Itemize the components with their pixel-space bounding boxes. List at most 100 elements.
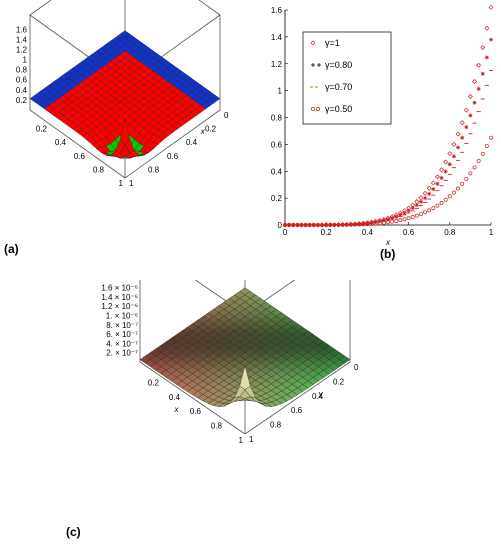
x-tick-label: 0.4 xyxy=(362,228,374,237)
y-tick-label: 0 xyxy=(278,221,283,230)
y-tick-label: 0.6 xyxy=(291,406,303,415)
data-point xyxy=(353,222,357,227)
data-point xyxy=(414,203,419,208)
z-tick-label: 8. × 10⁻⁷ xyxy=(106,321,138,330)
data-point xyxy=(443,197,448,202)
data-point xyxy=(299,223,304,227)
data-point xyxy=(463,107,469,113)
data-point xyxy=(377,221,382,226)
x-tick-label: 0.2 xyxy=(148,378,160,387)
data-point xyxy=(476,62,482,68)
panel-a-label: (a) xyxy=(4,242,19,256)
x-tick-label: 1 xyxy=(489,228,494,237)
data-point xyxy=(489,135,493,140)
data-point xyxy=(484,144,489,148)
z-tick-label: 0.6 xyxy=(16,76,28,85)
data-point xyxy=(464,125,469,130)
data-point xyxy=(361,222,366,227)
y-tick-label: 0.8 xyxy=(270,421,282,430)
x-tick-label: 0.8 xyxy=(148,165,160,174)
data-point xyxy=(447,151,453,157)
data-point xyxy=(468,171,473,176)
data-point xyxy=(476,158,481,163)
y-tick-label: 0.2 xyxy=(333,377,345,386)
data-point xyxy=(484,55,489,60)
data-point xyxy=(455,131,461,137)
data-point xyxy=(406,216,411,221)
x-tick-label: 0.6 xyxy=(190,407,202,416)
y-tick-label: 0 xyxy=(354,363,359,372)
legend-label: γ=0.50 xyxy=(325,104,352,114)
y-tick-label: 1 xyxy=(249,435,254,444)
data-point xyxy=(381,218,386,223)
x-tick-label: 1 xyxy=(239,436,244,445)
z-tick-label: 1 xyxy=(23,56,28,65)
data-point xyxy=(435,203,440,208)
y-tick-label: 1.2 xyxy=(271,60,283,69)
data-point xyxy=(369,221,374,226)
z-tick-label: 1.2 × 10⁻⁶ xyxy=(101,302,138,311)
data-point xyxy=(427,208,432,213)
data-point xyxy=(418,195,424,201)
z-tick-label: 1.4 xyxy=(16,35,28,44)
data-point xyxy=(377,219,382,224)
z-tick-label: 6. × 10⁻⁷ xyxy=(106,330,138,339)
data-point xyxy=(291,223,296,227)
y-tick-label: 0.6 xyxy=(271,140,283,149)
data-point xyxy=(357,222,362,227)
legend-box xyxy=(302,31,392,125)
x-axis-label: x xyxy=(200,127,206,136)
box-edge xyxy=(198,0,221,16)
y-tick-label: 0.4 xyxy=(312,392,324,401)
data-point xyxy=(488,4,494,10)
surface-plot-c: 2. × 10⁻⁷4. × 10⁻⁷6. × 10⁻⁷8. × 10⁻⁷1. ×… xyxy=(101,169,359,445)
data-point xyxy=(320,223,325,227)
data-point xyxy=(419,212,423,217)
data-point xyxy=(451,190,456,195)
data-point xyxy=(332,222,337,227)
data-point xyxy=(386,220,390,225)
x-tick-label: 0.6 xyxy=(167,152,179,161)
data-point xyxy=(336,222,341,227)
box-edge xyxy=(244,361,351,435)
data-point xyxy=(381,220,386,225)
x-axis-label: x xyxy=(174,405,180,414)
y-tick-label: 0.4 xyxy=(55,138,67,147)
legend-label: γ=1 xyxy=(325,38,340,48)
data-point xyxy=(464,176,469,181)
data-point xyxy=(406,208,411,213)
data-point xyxy=(431,187,436,192)
data-point xyxy=(386,217,390,222)
data-point xyxy=(427,191,432,196)
data-point xyxy=(398,218,403,223)
y-tick-label: 1.4 xyxy=(271,33,283,42)
box-edge xyxy=(124,109,221,179)
data-point xyxy=(344,222,349,227)
data-point xyxy=(439,200,444,205)
data-point xyxy=(426,185,432,191)
data-point xyxy=(394,214,399,219)
legend-label: γ=0.80 xyxy=(325,60,352,70)
data-point xyxy=(476,86,481,91)
data-point xyxy=(418,199,423,204)
data-point xyxy=(443,159,449,165)
x-tick-label: 0.4 xyxy=(186,138,198,147)
box-edge xyxy=(29,109,126,179)
panel-c-surface-plot: 2. × 10⁻⁷ 4. × 10⁻⁷ 6. × 10⁻⁷ 8. × 10⁻⁷ 1. ×… xyxy=(60,169,390,550)
data-point xyxy=(431,206,436,211)
z-tick-label: 2. × 10⁻⁷ xyxy=(106,349,138,358)
z-tick-label: 1.6 xyxy=(16,25,28,34)
data-point xyxy=(480,151,485,156)
data-point xyxy=(402,210,407,215)
surface-facet xyxy=(239,364,251,390)
y-tick-label: 1.6 xyxy=(271,6,283,15)
data-point xyxy=(410,215,415,219)
data-point xyxy=(283,223,287,227)
data-point xyxy=(402,217,407,222)
z-tick-label: 1. × 10⁻⁶ xyxy=(106,312,138,321)
data-point xyxy=(287,223,292,227)
data-point xyxy=(328,223,333,227)
y-tick-label: 0.6 xyxy=(74,152,86,161)
z-tick-label: 0.4 xyxy=(16,86,28,95)
data-point xyxy=(373,221,378,226)
